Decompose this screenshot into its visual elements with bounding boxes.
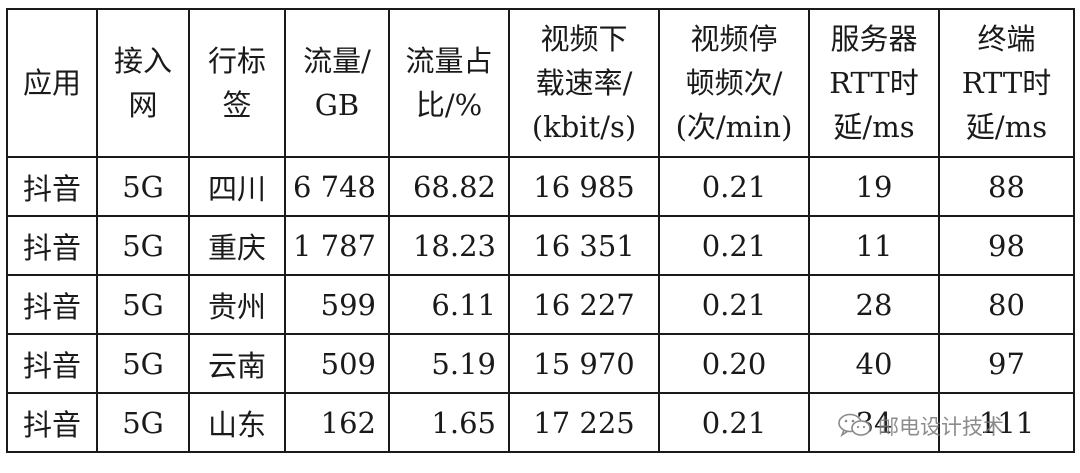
- table-row: 抖音 5G 云南 509 5.19 15 970 0.20 40 97: [6, 333, 1075, 394]
- header-traffic-share: 流量占 比/%: [388, 8, 510, 158]
- header-traffic: 流量/ GB: [284, 8, 390, 158]
- table-row: 抖音 5G 四川 6 748 68.82 16 985 0.21 19 88: [6, 156, 1075, 217]
- header-stall-frequency-line2: 顿频次/: [685, 66, 783, 100]
- cell-download-rate: 17 225: [508, 392, 660, 453]
- cell-download-rate: 16 985: [508, 156, 660, 217]
- cell-region: 重庆: [188, 215, 286, 276]
- cell-download-rate: 16 351: [508, 215, 660, 276]
- header-app: 应用: [6, 8, 98, 158]
- header-access-network-line2: 网: [128, 88, 158, 122]
- watermark: 邮电设计技术: [838, 411, 1004, 441]
- header-download-rate-line1: 视频下: [540, 22, 628, 56]
- cell-access-network: 5G: [96, 274, 190, 335]
- cell-traffic-share: 5.19: [388, 333, 510, 394]
- cell-access-network: 5G: [96, 156, 190, 217]
- cell-server-rtt: 19: [808, 156, 940, 217]
- table-row: 抖音 5G 重庆 1 787 18.23 16 351 0.21 11 98: [6, 215, 1075, 276]
- cell-traffic: 6 748: [284, 156, 390, 217]
- header-access-network-line1: 接入: [113, 44, 172, 78]
- cell-download-rate: 15 970: [508, 333, 660, 394]
- cell-traffic-share: 6.11: [388, 274, 510, 335]
- cell-terminal-rtt: 98: [938, 215, 1075, 276]
- watermark-text: 邮电设计技术: [878, 415, 1004, 439]
- header-traffic-share-line1: 流量占: [405, 44, 493, 78]
- header-terminal-rtt-line2: RTT时: [961, 66, 1052, 100]
- header-download-rate-line2: 载速率/: [535, 66, 633, 100]
- cell-download-rate: 16 227: [508, 274, 660, 335]
- header-terminal-rtt: 终端 RTT时 延/ms: [938, 8, 1075, 158]
- cell-access-network: 5G: [96, 215, 190, 276]
- cell-stall-frequency: 0.21: [658, 156, 810, 217]
- cell-app: 抖音: [6, 333, 98, 394]
- cell-access-network: 5G: [96, 333, 190, 394]
- cell-terminal-rtt: 97: [938, 333, 1075, 394]
- header-server-rtt: 服务器 RTT时 延/ms: [808, 8, 940, 158]
- cell-region: 云南: [188, 333, 286, 394]
- cell-server-rtt: 28: [808, 274, 940, 335]
- wechat-icon: [838, 413, 872, 439]
- header-traffic-line1: 流量/: [303, 44, 371, 78]
- data-table: 应用 接入 网 行标 签 流量/ GB 流量占 比/% 视频下 载速率/ (kb…: [6, 8, 1075, 453]
- cell-terminal-rtt: 111: [938, 392, 1075, 453]
- cell-traffic: 162: [284, 392, 390, 453]
- header-access-network: 接入 网: [96, 8, 190, 158]
- cell-server-rtt: 11: [808, 215, 940, 276]
- header-traffic-line2: GB: [314, 88, 360, 122]
- cell-region: 四川: [188, 156, 286, 217]
- cell-terminal-rtt: 88: [938, 156, 1075, 217]
- header-region-tag-line1: 行标: [207, 44, 266, 78]
- header-server-rtt-line2: RTT时: [829, 66, 919, 100]
- cell-traffic: 1 787: [284, 215, 390, 276]
- header-row: 应用 接入 网 行标 签 流量/ GB 流量占 比/% 视频下 载速率/ (kb…: [6, 8, 1075, 158]
- cell-terminal-rtt: 80: [938, 274, 1075, 335]
- cell-access-network: 5G: [96, 392, 190, 453]
- header-server-rtt-line1: 服务器: [830, 22, 918, 56]
- header-terminal-rtt-line3: 延/ms: [965, 110, 1048, 144]
- header-stall-frequency-line1: 视频停: [690, 22, 778, 56]
- header-download-rate-line3: (kbit/s): [531, 110, 637, 144]
- cell-stall-frequency: 0.21: [658, 392, 810, 453]
- header-app-line1: 应用: [22, 66, 81, 100]
- table-row: 抖音 5G 山东 162 1.65 17 225 0.21 34 111: [6, 392, 1075, 453]
- cell-stall-frequency: 0.21: [658, 215, 810, 276]
- header-traffic-share-line2: 比/%: [415, 88, 483, 122]
- header-stall-frequency: 视频停 顿频次/ (次/min): [658, 8, 810, 158]
- header-server-rtt-line3: 延/ms: [833, 110, 915, 144]
- cell-traffic: 509: [284, 333, 390, 394]
- cell-traffic-share: 1.65: [388, 392, 510, 453]
- cell-app: 抖音: [6, 215, 98, 276]
- header-region-tag-line2: 签: [222, 88, 252, 122]
- header-region-tag: 行标 签: [188, 8, 286, 158]
- cell-server-rtt: 40: [808, 333, 940, 394]
- cell-stall-frequency: 0.21: [658, 274, 810, 335]
- header-terminal-rtt-line1: 终端: [977, 22, 1036, 56]
- header-stall-frequency-line3: (次/min): [675, 110, 793, 144]
- header-download-rate: 视频下 载速率/ (kbit/s): [508, 8, 660, 158]
- cell-stall-frequency: 0.20: [658, 333, 810, 394]
- cell-app: 抖音: [6, 156, 98, 217]
- cell-region: 贵州: [188, 274, 286, 335]
- table-row: 抖音 5G 贵州 599 6.11 16 227 0.21 28 80: [6, 274, 1075, 335]
- cell-app: 抖音: [6, 274, 98, 335]
- cell-app: 抖音: [6, 392, 98, 453]
- cell-region: 山东: [188, 392, 286, 453]
- cell-traffic-share: 18.23: [388, 215, 510, 276]
- cell-traffic-share: 68.82: [388, 156, 510, 217]
- cell-traffic: 599: [284, 274, 390, 335]
